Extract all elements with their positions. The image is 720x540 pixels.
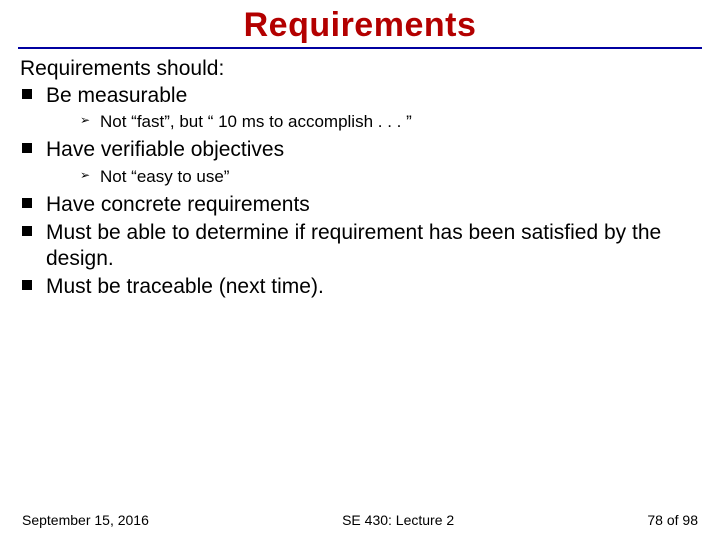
square-bullet-icon bbox=[22, 280, 32, 290]
bullet-text: Be measurable bbox=[46, 84, 187, 107]
sub-list: ➢ Not “fast”, but “ 10 ms to accomplish … bbox=[46, 111, 700, 133]
arrow-bullet-icon: ➢ bbox=[80, 168, 90, 184]
footer-page-total: of 98 bbox=[663, 512, 698, 528]
bullet-item: Have verifiable objectives ➢ Not “easy t… bbox=[20, 137, 700, 187]
bullet-item: Must be able to determine if requirement… bbox=[20, 220, 700, 273]
square-bullet-icon bbox=[22, 143, 32, 153]
footer-page-num: 78 bbox=[647, 512, 663, 528]
lead-text: Requirements should: bbox=[20, 57, 700, 81]
bullet-list: Be measurable ➢ Not “fast”, but “ 10 ms … bbox=[20, 83, 700, 301]
sub-text: Not “easy to use” bbox=[100, 167, 229, 186]
bullet-text: Must be able to determine if requirement… bbox=[46, 221, 661, 270]
footer-lecture: SE 430: Lecture 2 bbox=[342, 512, 454, 528]
bullet-item: Be measurable ➢ Not “fast”, but “ 10 ms … bbox=[20, 83, 700, 133]
bullet-text: Have concrete requirements bbox=[46, 193, 310, 216]
sub-item: ➢ Not “easy to use” bbox=[80, 166, 700, 188]
slide-footer: September 15, 2016 SE 430: Lecture 2 78 … bbox=[0, 512, 720, 528]
slide-body: Requirements should: Be measurable ➢ Not… bbox=[0, 57, 720, 301]
square-bullet-icon bbox=[22, 198, 32, 208]
sub-text: Not “fast”, but “ 10 ms to accomplish . … bbox=[100, 112, 412, 131]
bullet-item: Have concrete requirements bbox=[20, 192, 700, 218]
slide-title: Requirements bbox=[0, 0, 720, 45]
sub-list: ➢ Not “easy to use” bbox=[46, 166, 700, 188]
slide: Requirements Requirements should: Be mea… bbox=[0, 0, 720, 540]
arrow-bullet-icon: ➢ bbox=[80, 113, 90, 129]
title-underline bbox=[18, 47, 702, 49]
bullet-item: Must be traceable (next time). bbox=[20, 274, 700, 300]
footer-date: September 15, 2016 bbox=[22, 512, 149, 528]
square-bullet-icon bbox=[22, 89, 32, 99]
bullet-text: Have verifiable objectives bbox=[46, 138, 284, 161]
bullet-text: Must be traceable (next time). bbox=[46, 275, 324, 298]
footer-page: 78 of 98 bbox=[647, 512, 698, 528]
sub-item: ➢ Not “fast”, but “ 10 ms to accomplish … bbox=[80, 111, 700, 133]
square-bullet-icon bbox=[22, 226, 32, 236]
